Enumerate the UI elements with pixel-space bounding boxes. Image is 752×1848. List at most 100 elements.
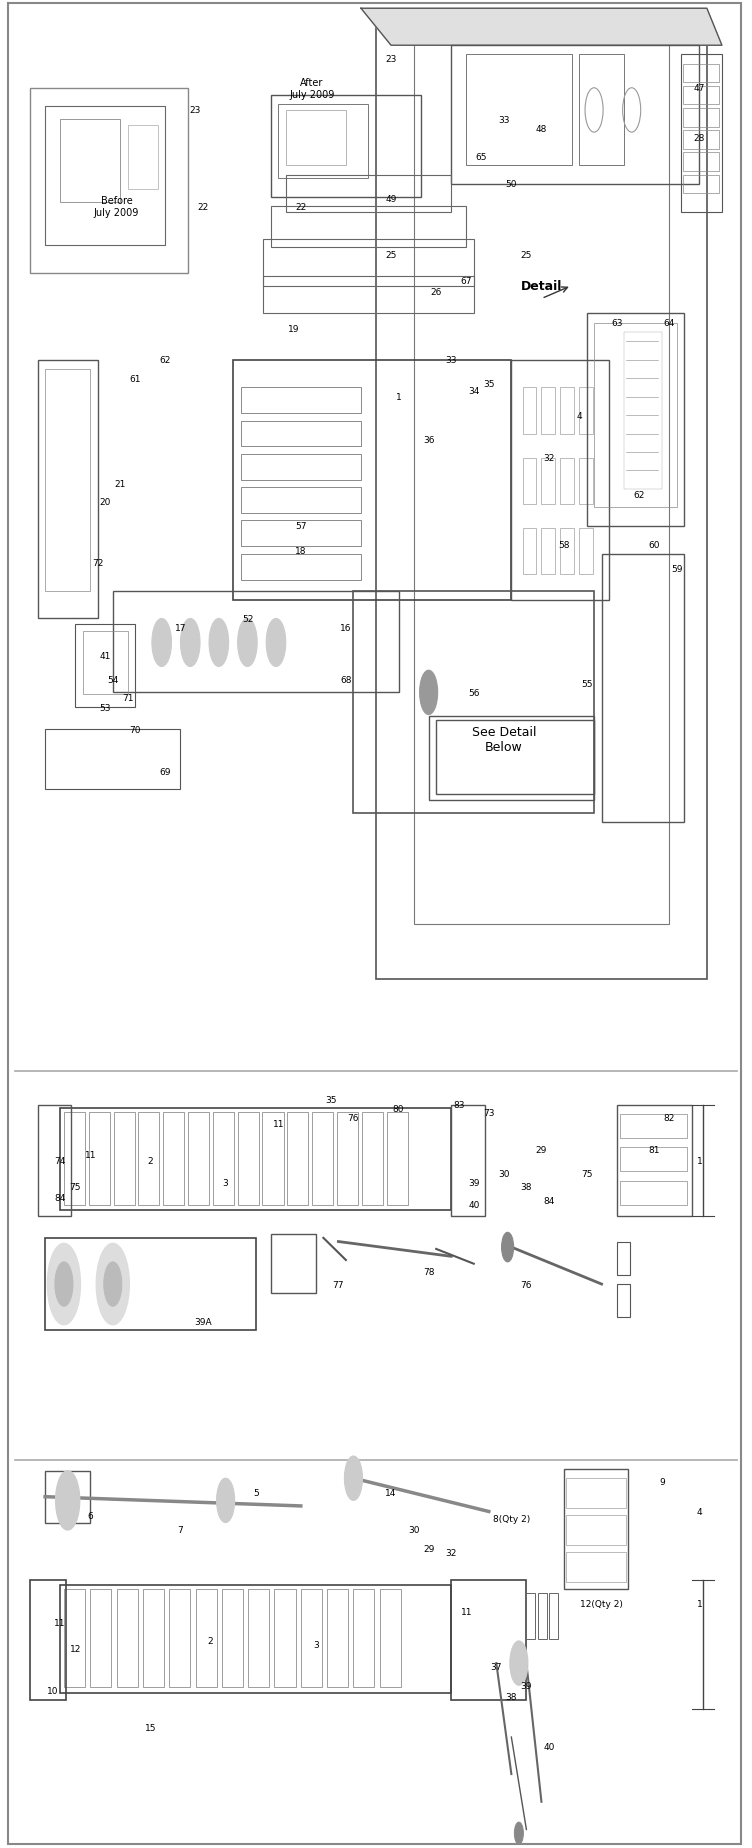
Circle shape bbox=[96, 1244, 129, 1325]
Bar bbox=[60, 1109, 451, 1210]
Text: 73: 73 bbox=[483, 1109, 495, 1116]
Bar bbox=[594, 323, 677, 508]
Bar bbox=[362, 1112, 383, 1205]
Text: 15: 15 bbox=[144, 1724, 156, 1732]
Bar bbox=[380, 1589, 401, 1687]
Bar bbox=[274, 1589, 296, 1687]
Bar bbox=[683, 176, 719, 194]
Bar bbox=[566, 1478, 626, 1508]
Text: 41: 41 bbox=[99, 652, 111, 660]
Bar bbox=[271, 207, 466, 248]
Bar bbox=[38, 360, 98, 619]
Text: 30: 30 bbox=[498, 1170, 510, 1177]
Text: 76: 76 bbox=[520, 1281, 532, 1288]
Text: 8(Qty 2): 8(Qty 2) bbox=[493, 1515, 530, 1523]
Bar bbox=[451, 1580, 526, 1700]
Text: 6: 6 bbox=[87, 1512, 93, 1519]
Text: 32: 32 bbox=[445, 1549, 457, 1556]
Bar bbox=[233, 360, 511, 601]
Bar bbox=[75, 625, 135, 708]
Bar bbox=[327, 1589, 348, 1687]
Bar bbox=[376, 18, 707, 979]
Text: 75: 75 bbox=[581, 1170, 593, 1177]
Text: 62: 62 bbox=[633, 492, 645, 499]
Text: 76: 76 bbox=[347, 1114, 359, 1122]
Text: 9: 9 bbox=[659, 1478, 665, 1486]
Text: 82: 82 bbox=[663, 1114, 675, 1122]
Bar bbox=[114, 1112, 135, 1205]
Bar bbox=[143, 1589, 164, 1687]
Text: 34: 34 bbox=[468, 388, 480, 395]
Text: 78: 78 bbox=[423, 1268, 435, 1275]
Circle shape bbox=[55, 1262, 73, 1307]
Circle shape bbox=[238, 619, 257, 667]
Bar bbox=[337, 1112, 358, 1205]
Circle shape bbox=[104, 1262, 122, 1307]
Bar bbox=[241, 455, 361, 480]
Text: 1: 1 bbox=[396, 394, 402, 401]
Text: 20: 20 bbox=[99, 499, 111, 506]
Bar bbox=[683, 109, 719, 128]
Bar bbox=[188, 1112, 209, 1205]
Text: 39: 39 bbox=[520, 1682, 532, 1689]
Bar bbox=[579, 458, 593, 505]
Text: 2: 2 bbox=[147, 1157, 153, 1164]
Text: 29: 29 bbox=[535, 1146, 547, 1153]
Circle shape bbox=[502, 1233, 514, 1262]
Bar bbox=[579, 55, 624, 166]
Text: 65: 65 bbox=[475, 153, 487, 161]
Text: 16: 16 bbox=[340, 625, 352, 632]
Circle shape bbox=[344, 1456, 362, 1501]
Text: 81: 81 bbox=[648, 1146, 660, 1153]
Text: 11: 11 bbox=[54, 1619, 66, 1626]
Circle shape bbox=[47, 1244, 80, 1325]
Bar bbox=[64, 1589, 85, 1687]
Bar bbox=[213, 1112, 234, 1205]
Text: 25: 25 bbox=[520, 251, 532, 259]
Bar bbox=[587, 314, 684, 527]
Text: 49: 49 bbox=[385, 196, 397, 203]
Bar bbox=[466, 55, 572, 166]
Bar bbox=[560, 529, 574, 575]
Circle shape bbox=[266, 619, 286, 667]
Text: After
July 2009: After July 2009 bbox=[290, 78, 335, 100]
Bar bbox=[414, 37, 669, 924]
Bar bbox=[620, 1114, 687, 1138]
Text: 1: 1 bbox=[696, 1157, 702, 1164]
Text: 72: 72 bbox=[92, 560, 104, 567]
Bar bbox=[89, 1112, 110, 1205]
Text: 53: 53 bbox=[99, 704, 111, 711]
Bar bbox=[683, 131, 719, 150]
Text: 10: 10 bbox=[47, 1687, 59, 1695]
Bar bbox=[624, 333, 662, 490]
Bar bbox=[45, 1471, 90, 1523]
Bar bbox=[301, 1589, 322, 1687]
Bar bbox=[83, 632, 128, 695]
Text: 11: 11 bbox=[84, 1151, 96, 1159]
Bar bbox=[64, 1112, 85, 1205]
Bar bbox=[617, 1242, 630, 1275]
Text: 55: 55 bbox=[581, 680, 593, 687]
Text: 69: 69 bbox=[159, 769, 171, 776]
Circle shape bbox=[217, 1478, 235, 1523]
Bar bbox=[523, 388, 536, 434]
Bar bbox=[523, 458, 536, 505]
Bar bbox=[683, 87, 719, 105]
Bar bbox=[451, 46, 699, 185]
Bar bbox=[271, 96, 421, 198]
Text: 39A: 39A bbox=[194, 1318, 212, 1325]
Bar bbox=[248, 1589, 269, 1687]
Text: 17: 17 bbox=[174, 625, 186, 632]
Text: 52: 52 bbox=[242, 615, 254, 623]
Bar bbox=[617, 1284, 630, 1318]
Text: 23: 23 bbox=[190, 107, 202, 115]
Text: 61: 61 bbox=[129, 375, 141, 383]
Text: 4: 4 bbox=[576, 412, 582, 419]
Text: 67: 67 bbox=[460, 277, 472, 285]
Text: 30: 30 bbox=[408, 1526, 420, 1534]
Text: 62: 62 bbox=[159, 357, 171, 364]
Text: 5: 5 bbox=[253, 1489, 259, 1497]
Bar bbox=[353, 1589, 374, 1687]
Text: 64: 64 bbox=[663, 320, 675, 327]
Text: 28: 28 bbox=[693, 135, 705, 142]
